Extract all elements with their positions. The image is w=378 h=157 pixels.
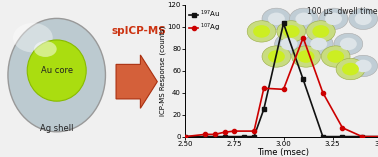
Circle shape xyxy=(342,63,359,75)
Circle shape xyxy=(268,50,285,63)
Circle shape xyxy=(327,50,344,63)
Y-axis label: ICP-MS Response (counts): ICP-MS Response (counts) xyxy=(160,25,166,116)
$^{107}$Ag xyxy=(203,133,207,135)
Text: Ag shell: Ag shell xyxy=(40,124,73,133)
Circle shape xyxy=(319,8,348,30)
Circle shape xyxy=(296,13,312,25)
Circle shape xyxy=(290,8,318,30)
Circle shape xyxy=(283,25,300,38)
Circle shape xyxy=(340,38,357,50)
Ellipse shape xyxy=(34,41,57,57)
Circle shape xyxy=(355,60,372,72)
$^{197}$Au xyxy=(242,136,246,138)
$^{197}$Au xyxy=(321,136,325,138)
$^{107}$Ag xyxy=(301,37,305,39)
Circle shape xyxy=(277,21,305,42)
$^{197}$Au xyxy=(301,78,305,80)
FancyArrow shape xyxy=(116,55,157,108)
Circle shape xyxy=(307,21,335,42)
X-axis label: Time (msec): Time (msec) xyxy=(257,148,310,157)
Circle shape xyxy=(336,58,365,80)
Circle shape xyxy=(275,33,304,55)
Circle shape xyxy=(292,46,321,67)
Text: 100 μs  dwell time: 100 μs dwell time xyxy=(307,7,378,16)
Circle shape xyxy=(312,25,329,38)
$^{107}$Ag xyxy=(340,127,345,129)
$^{107}$Ag xyxy=(232,130,237,132)
Circle shape xyxy=(280,38,297,50)
$^{197}$Au xyxy=(281,22,286,24)
$^{197}$Au xyxy=(262,108,266,110)
Circle shape xyxy=(262,8,291,30)
Line: $^{197}$Au: $^{197}$Au xyxy=(183,21,378,139)
Circle shape xyxy=(321,46,350,67)
Circle shape xyxy=(325,13,342,25)
Text: spICP-MS: spICP-MS xyxy=(112,26,166,36)
Circle shape xyxy=(262,46,291,67)
$^{107}$Ag xyxy=(262,87,266,89)
$^{197}$Au xyxy=(183,136,187,138)
$^{107}$Ag xyxy=(252,130,256,132)
Circle shape xyxy=(268,13,285,25)
$^{197}$Au xyxy=(252,136,256,138)
Legend: $^{197}$Au, $^{107}$Ag: $^{197}$Au, $^{107}$Ag xyxy=(189,8,221,34)
$^{107}$Ag xyxy=(183,136,187,138)
$^{107}$Ag xyxy=(212,133,217,135)
$^{107}$Ag xyxy=(281,88,286,90)
Circle shape xyxy=(349,8,378,30)
Circle shape xyxy=(349,55,378,77)
$^{197}$Au xyxy=(340,136,345,138)
Circle shape xyxy=(253,25,270,38)
Ellipse shape xyxy=(13,23,53,52)
Line: $^{107}$Ag: $^{107}$Ag xyxy=(183,36,378,139)
Ellipse shape xyxy=(27,40,86,101)
$^{107}$Ag xyxy=(360,136,364,138)
Circle shape xyxy=(355,13,372,25)
$^{197}$Au xyxy=(360,136,364,138)
$^{197}$Au xyxy=(222,136,227,138)
$^{107}$Ag xyxy=(321,92,325,94)
Circle shape xyxy=(297,50,314,63)
Circle shape xyxy=(310,38,327,50)
Ellipse shape xyxy=(8,18,105,132)
Circle shape xyxy=(247,21,276,42)
Circle shape xyxy=(334,33,363,55)
$^{107}$Ag xyxy=(222,131,227,133)
$^{197}$Au xyxy=(203,136,207,138)
Text: Au core: Au core xyxy=(41,66,73,75)
Circle shape xyxy=(304,33,333,55)
